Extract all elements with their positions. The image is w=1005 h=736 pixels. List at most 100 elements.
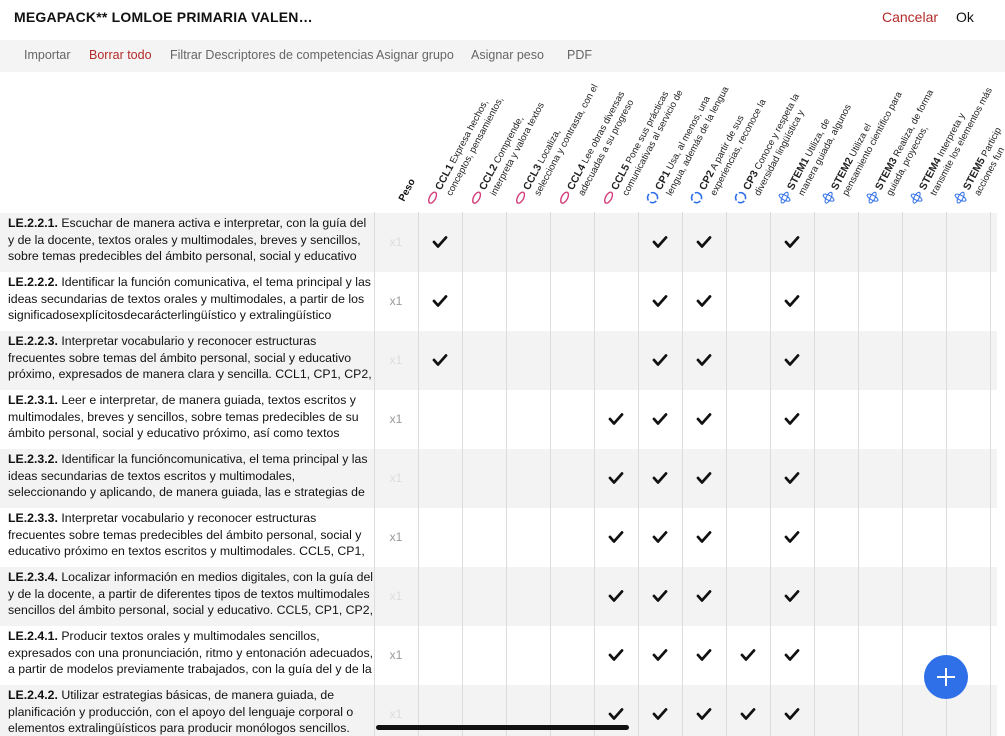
table-row: LE.2.3.3. Interpretar vocabulario y reco… bbox=[0, 508, 997, 567]
table-row: LE.2.4.2. Utilizar estrategias básicas, … bbox=[0, 685, 997, 736]
check-mark bbox=[432, 236, 448, 248]
check-mark bbox=[696, 236, 712, 248]
add-button[interactable] bbox=[922, 654, 970, 702]
icon-shape bbox=[824, 191, 833, 204]
competence-icon bbox=[472, 191, 482, 204]
icon-shape bbox=[866, 193, 879, 202]
check-mark bbox=[608, 708, 624, 720]
competence-icon bbox=[778, 191, 791, 204]
cancel-button[interactable]: Cancelar bbox=[882, 9, 939, 25]
icon-shape bbox=[912, 191, 921, 204]
icon-shape bbox=[956, 191, 965, 204]
check-mark bbox=[784, 413, 800, 425]
toolbar bbox=[0, 40, 1005, 72]
table-row: LE.2.2.1. Escuchar de manera activa e in… bbox=[0, 213, 997, 272]
check-mark bbox=[652, 413, 668, 425]
row-description: Interpretar vocabulario y reconocer estr… bbox=[8, 334, 372, 386]
check-mark bbox=[432, 354, 448, 366]
toolbar-button[interactable]: PDF bbox=[567, 48, 592, 62]
weight: x1 bbox=[389, 471, 403, 485]
row-text: LE.2.3.3. Interpretar vocabulario y reco… bbox=[8, 510, 374, 563]
check-mark bbox=[784, 295, 800, 307]
competence-icon bbox=[428, 191, 438, 204]
icon-shape bbox=[778, 193, 791, 202]
icon-shape bbox=[560, 191, 570, 204]
weight: x1 bbox=[389, 530, 403, 544]
icon-shape bbox=[646, 191, 659, 204]
row-text: LE.2.2.3. Interpretar vocabulario y reco… bbox=[8, 333, 374, 386]
row-code: LE.2.2.1. bbox=[8, 216, 58, 230]
table-row: LE.2.3.2. Identificar la funcióncomunica… bbox=[0, 449, 997, 508]
weight: x1 bbox=[389, 353, 403, 367]
ok-button[interactable]: Ok bbox=[956, 9, 974, 25]
competence-icon bbox=[954, 191, 967, 204]
icon-shape bbox=[472, 191, 482, 204]
check-mark bbox=[652, 236, 668, 248]
competence-icon bbox=[516, 191, 526, 204]
row-code: LE.2.3.1. bbox=[8, 393, 58, 407]
check-mark bbox=[608, 590, 624, 602]
row-code: LE.2.2.2. bbox=[8, 275, 58, 289]
table-row: LE.2.3.1. Leer e interpretar, de manera … bbox=[0, 390, 997, 449]
check-mark bbox=[740, 649, 756, 661]
row-code: LE.2.2.3. bbox=[8, 334, 58, 348]
competence-icon bbox=[560, 191, 570, 204]
row-code: LE.2.3.4. bbox=[8, 570, 58, 584]
row-description: Escuchar de manera activa e interpretar,… bbox=[8, 216, 367, 263]
toolbar-button[interactable]: Borrar todo bbox=[89, 48, 152, 62]
toolbar-button[interactable]: Asignar grupo bbox=[376, 48, 454, 62]
row-description: Utilizar estrategias básicas, de manera … bbox=[8, 688, 354, 735]
icon-shape bbox=[822, 193, 835, 202]
row-description: Interpretar vocabulario y reconocer estr… bbox=[8, 511, 365, 563]
competence-icon bbox=[910, 191, 923, 204]
weight: x1 bbox=[389, 294, 403, 308]
check-mark bbox=[784, 354, 800, 366]
toolbar-button[interactable]: Filtrar Descriptores de competencias bbox=[170, 48, 374, 62]
table-row: LE.2.2.2. Identificar la función comunic… bbox=[0, 272, 997, 331]
icon-shape bbox=[868, 191, 877, 204]
toolbar-button[interactable]: Importar bbox=[24, 48, 71, 62]
check-mark bbox=[696, 295, 712, 307]
check-mark bbox=[784, 649, 800, 661]
check-mark bbox=[652, 590, 668, 602]
toolbar-button[interactable]: Asignar peso bbox=[471, 48, 544, 62]
check-mark bbox=[696, 590, 712, 602]
check-mark bbox=[608, 472, 624, 484]
check-mark bbox=[784, 708, 800, 720]
check-mark bbox=[608, 413, 624, 425]
row-code: LE.2.4.2. bbox=[8, 688, 58, 702]
check-mark bbox=[784, 531, 800, 543]
table-row: LE.2.3.4. Localizar información en medio… bbox=[0, 567, 997, 626]
row-description: Leer e interpretar, de manera guiada, te… bbox=[8, 393, 359, 440]
row-text: LE.2.2.2. Identificar la función comunic… bbox=[8, 274, 374, 327]
grid-overlay: Peso CCL1 Expresa hechos,conceptos, pensa… bbox=[374, 83, 1005, 736]
row-code: LE.2.4.1. bbox=[8, 629, 58, 643]
check-mark bbox=[784, 590, 800, 602]
competence-icon bbox=[646, 191, 659, 204]
icon-shape bbox=[604, 191, 614, 204]
icon-shape bbox=[428, 191, 438, 204]
row-text: LE.2.3.1. Leer e interpretar, de manera … bbox=[8, 392, 374, 445]
weight: x1 bbox=[389, 412, 403, 426]
icon-shape bbox=[910, 193, 923, 202]
row-code: LE.2.3.3. bbox=[8, 511, 58, 525]
check-mark bbox=[608, 649, 624, 661]
icon-shape bbox=[734, 191, 747, 204]
row-description: Producir textos orales y multimodales se… bbox=[8, 629, 374, 681]
check-mark bbox=[784, 236, 800, 248]
check-mark bbox=[696, 649, 712, 661]
icon-shape bbox=[780, 191, 789, 204]
competence-icon bbox=[734, 191, 747, 204]
check-mark bbox=[784, 472, 800, 484]
weight-header: Peso bbox=[397, 177, 418, 203]
row-text: LE.2.3.2. Identificar la funcióncomunica… bbox=[8, 451, 374, 504]
competence-icon bbox=[690, 191, 703, 204]
check-mark bbox=[652, 649, 668, 661]
row-code: LE.2.3.2. bbox=[8, 452, 58, 466]
check-mark bbox=[696, 413, 712, 425]
check-mark bbox=[652, 295, 668, 307]
weight: x1 bbox=[389, 707, 403, 721]
weight: x1 bbox=[389, 648, 403, 662]
row-text: LE.2.3.4. Localizar información en medio… bbox=[8, 569, 374, 622]
check-mark bbox=[696, 531, 712, 543]
